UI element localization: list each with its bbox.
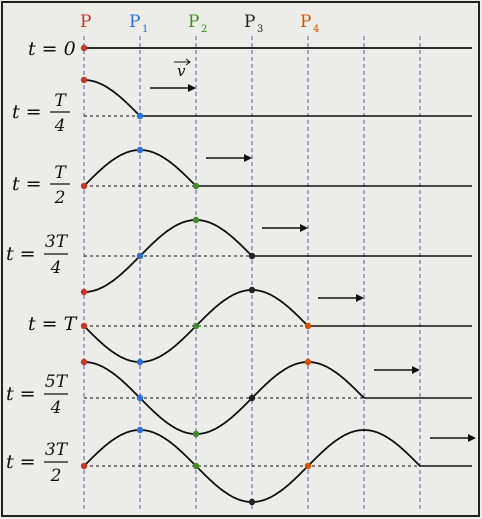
time-label-5-den: 4 [50,398,62,418]
point-labels: P P 1 P 2 P 3 P 4 [80,12,319,35]
point-sub-p4: 4 [313,24,319,35]
point-dot-6-0 [80,462,88,470]
row-6 [80,426,476,506]
point-dot-6-1 [136,426,144,434]
time-label-2: t = [12,173,42,195]
point-dot-5-4 [304,358,312,366]
velocity-label: v [177,62,186,80]
time-label-3-den: 4 [50,258,62,278]
point-label-p: P [80,12,91,32]
vertical-guides [83,36,421,510]
row-4 [80,286,472,366]
time-label-6-num: 3T [45,440,69,460]
point-label-p4: P [300,12,311,32]
point-dot-3-3 [248,252,256,260]
point-dot-6-2 [192,462,200,470]
time-label-2-den: 2 [54,188,66,208]
point-sub-p3: 3 [257,24,263,35]
point-dot-4-1 [136,358,144,366]
row-5 [80,358,472,438]
wave-curve-3 [83,219,253,293]
row-1 [80,76,472,120]
point-dot-4-3 [248,286,256,294]
row-3 [80,216,472,296]
time-label-3: t = [6,243,36,265]
propagation-arrowhead-6 [468,434,476,442]
time-label-5: t = [6,383,36,405]
propagation-arrowhead-4 [356,294,364,302]
point-dot-2-1 [136,146,144,154]
time-labels: t = 0 t = T 4 t = T 2 t = 3T 4 t = T t =… [6,38,78,486]
time-label-1-den: 4 [54,116,66,136]
point-dot-6-3 [248,498,256,506]
point-dot-5-0 [80,358,88,366]
velocity-vector-head [185,58,191,66]
point-dot-6-4 [304,462,312,470]
point-label-p3: P [244,12,255,32]
point-sub-p2: 2 [201,24,207,35]
wave-curve-1 [83,79,141,117]
wave-curve-5 [83,361,365,435]
time-label-0: t = 0 [28,38,76,60]
time-label-6: t = [6,451,36,473]
propagation-arrowhead-5 [412,366,420,374]
time-label-5-num: 5T [45,372,69,392]
time-label-1-num: T [54,91,67,111]
point-dot-3-1 [136,252,144,260]
point-dot-0-0 [80,44,88,52]
point-dot-4-0 [80,322,88,330]
propagation-arrowhead-3 [300,224,308,232]
time-label-3-num: 3T [45,232,69,252]
point-dot-5-3 [248,394,256,402]
point-dot-2-2 [192,182,200,190]
point-dot-3-2 [192,216,200,224]
point-dot-4-2 [192,322,200,330]
point-label-p2: P [188,12,199,32]
time-rows [80,44,476,506]
time-label-2-num: T [54,163,67,183]
time-label-6-den: 2 [50,466,62,486]
time-label-4: t = T [28,313,78,335]
point-label-p1: P [129,12,140,32]
propagation-arrowhead-1 [188,84,196,92]
point-sub-p1: 1 [142,24,148,35]
point-dot-3-0 [80,288,88,296]
row-2 [80,146,472,190]
point-dot-2-0 [80,182,88,190]
point-dot-1-1 [136,112,144,120]
propagation-arrowhead-2 [244,154,252,162]
point-dot-1-0 [80,76,88,84]
point-dot-5-2 [192,430,200,438]
point-dot-4-4 [304,322,312,330]
row-0 [80,44,472,52]
point-dot-5-1 [136,394,144,402]
time-label-1: t = [12,101,42,123]
